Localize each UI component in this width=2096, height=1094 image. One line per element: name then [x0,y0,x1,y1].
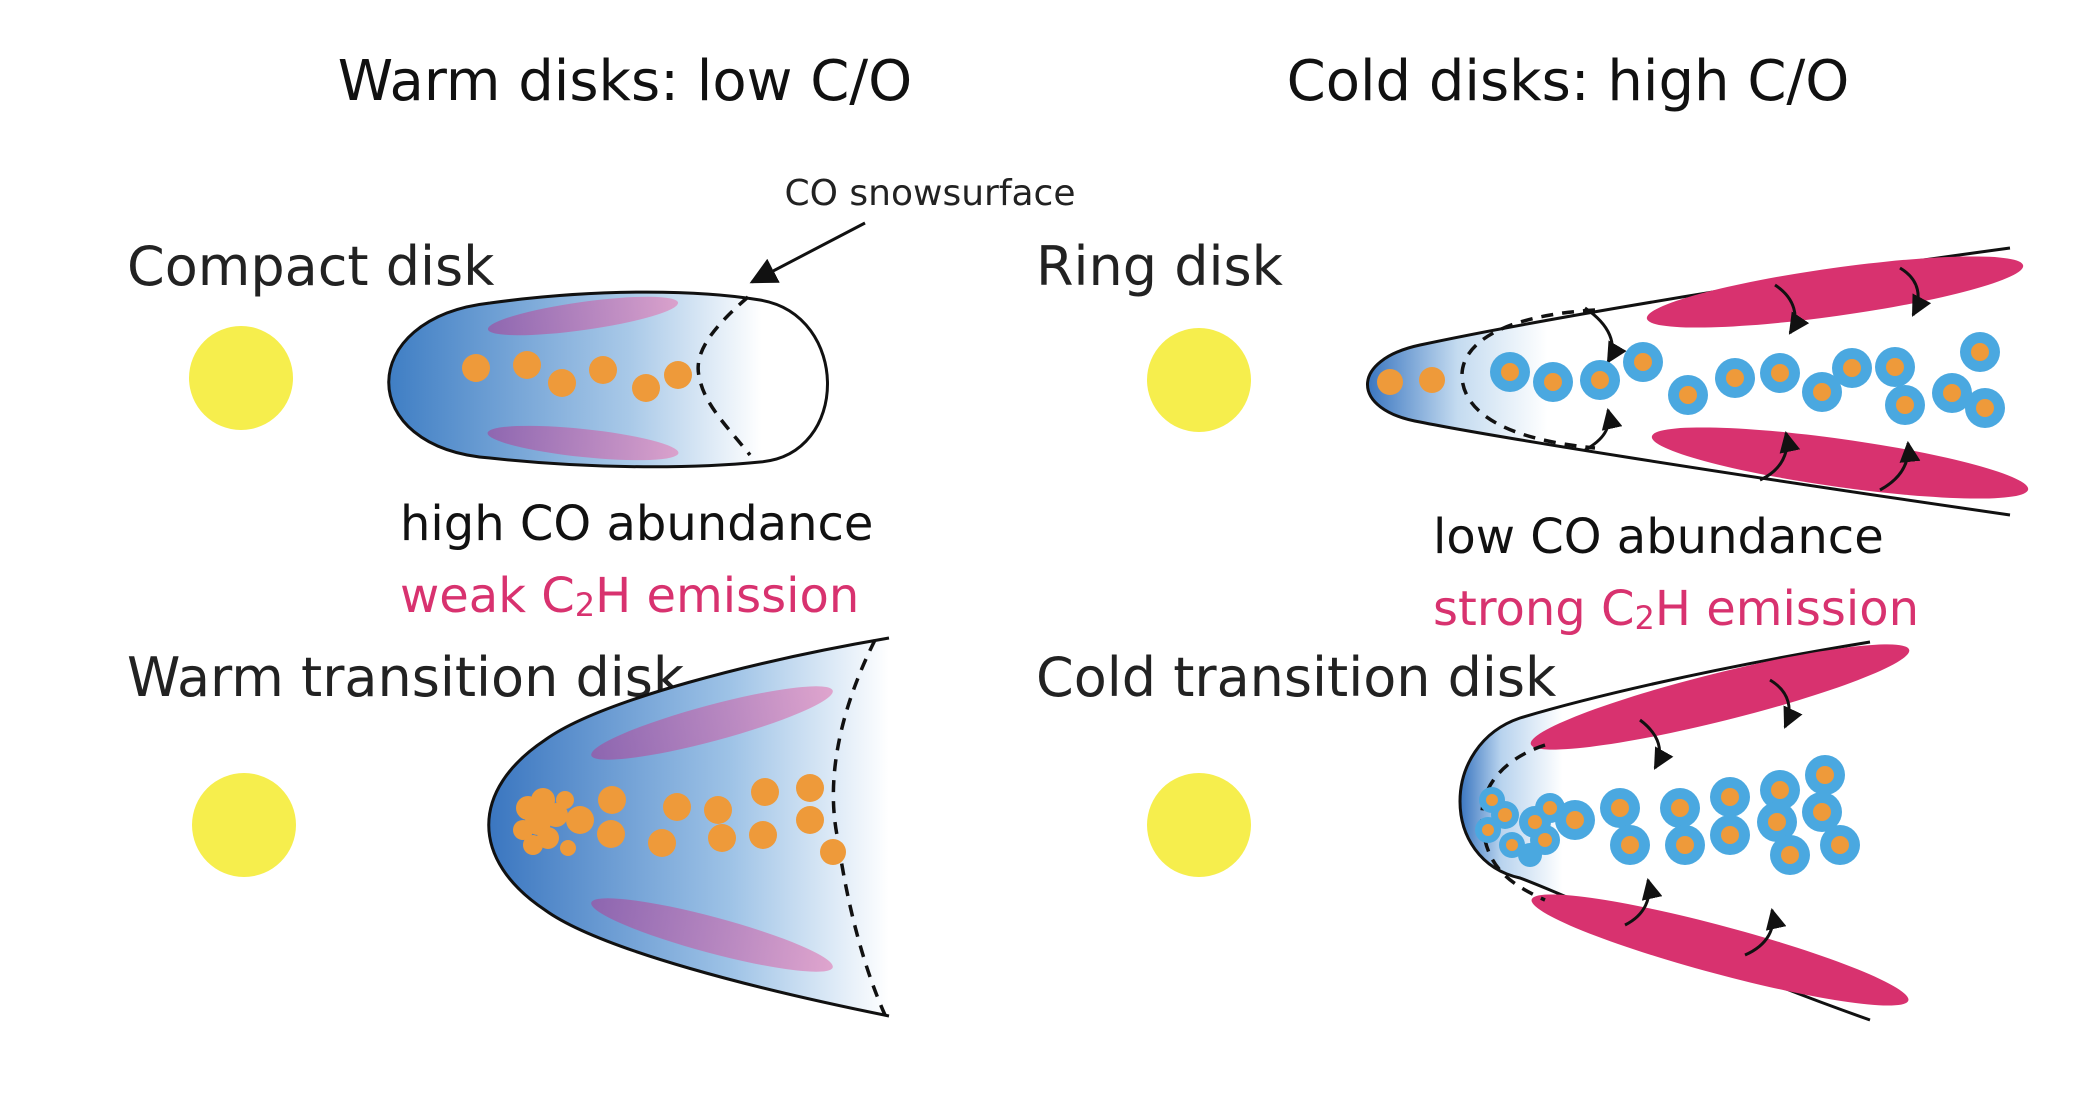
grain [708,824,736,852]
cold-td-flow-arrows [1624,678,1803,957]
arrow-up [1744,907,1787,957]
compact-c2h-upper [487,296,679,336]
arrow-down [1769,678,1803,729]
grain [664,361,692,389]
warm-c2h-subscript: 2 [575,586,595,624]
grain [751,778,779,806]
grain [523,835,543,855]
grain [820,839,846,865]
arrow-down [1639,718,1674,770]
heading-cold: Cold disks: high C/O [1287,49,1850,114]
cold-c2h-subscript: 2 [1635,599,1655,637]
cold-transition-disk [1458,640,1910,1022]
ring-inner-grain [1419,367,1445,393]
co-snowsurface-arrow [749,221,866,284]
panel-label-compact: Compact disk [127,235,495,298]
grain [704,796,732,824]
grain [556,791,574,809]
cold-td-c2h-upper [1530,644,1910,750]
arrow-down [1899,266,1932,317]
ring-inner-grain [1377,369,1403,395]
arrow-down [1774,283,1810,335]
grain [796,806,824,834]
warm-td-c2h-upper [591,686,833,760]
warm-c2h-suffix: H emission [595,568,859,624]
grain [598,786,626,814]
warm-td-grains [513,774,846,865]
grain [648,829,676,857]
warm-c2h-prefix: weak C [400,568,575,624]
grain [749,821,777,849]
ring-disk [1366,246,2029,517]
star-ring [1147,328,1251,432]
arrow-up [1624,877,1663,927]
grain [566,806,594,834]
grain [796,774,824,802]
grain [632,374,660,402]
grain [548,369,576,397]
ring-snowsurface [1460,308,1596,450]
grain [589,356,617,384]
warm-c2h-emission: weak C2H emission [400,568,859,624]
cold-c2h-prefix: strong C [1433,581,1635,637]
cold-co-abundance: low CO abundance [1433,509,1884,565]
co-snowsurface-label: CO snowsurface [784,173,1075,214]
ring-flow-arrows [1584,266,1932,492]
panel-label-warm-transition: Warm transition disk [127,646,685,709]
warm-td-c2h-lower [591,898,833,972]
warm-transition-disk [487,636,890,1018]
ring-c2h-lower [1651,427,2029,499]
star-warm-transition [192,773,296,877]
warm-td-body [487,636,890,1018]
panel-label-ring: Ring disk [1036,235,1284,298]
ring-icy-grains [1490,332,2005,428]
grain [513,351,541,379]
grain [513,820,533,840]
warm-td-snowsurface [831,639,887,1016]
arrow-up [1879,440,1921,492]
grain [560,840,576,856]
compact-grains [462,351,692,402]
grain [597,820,625,848]
panel-label-cold-transition: Cold transition disk [1036,646,1557,709]
grain [663,793,691,821]
grain [544,803,568,827]
cold-td-c2h-lower [1531,894,1909,1006]
warm-co-abundance: high CO abundance [400,496,873,552]
arrow-up [1584,407,1623,452]
cold-c2h-suffix: H emission [1655,581,1919,637]
arrow-up [1759,430,1801,482]
cold-c2h-emission: strong C2H emission [1433,581,1919,637]
cold-td-icy-grains [1475,755,1860,875]
star-cold-transition [1147,773,1251,877]
compact-disk [387,290,829,469]
compact-c2h-lower [487,425,679,461]
ring-c2h-upper [1646,256,2024,328]
arrow-down [1584,306,1627,364]
grain [462,354,490,382]
heading-warm: Warm disks: low C/O [338,49,913,114]
star-compact [189,326,293,430]
